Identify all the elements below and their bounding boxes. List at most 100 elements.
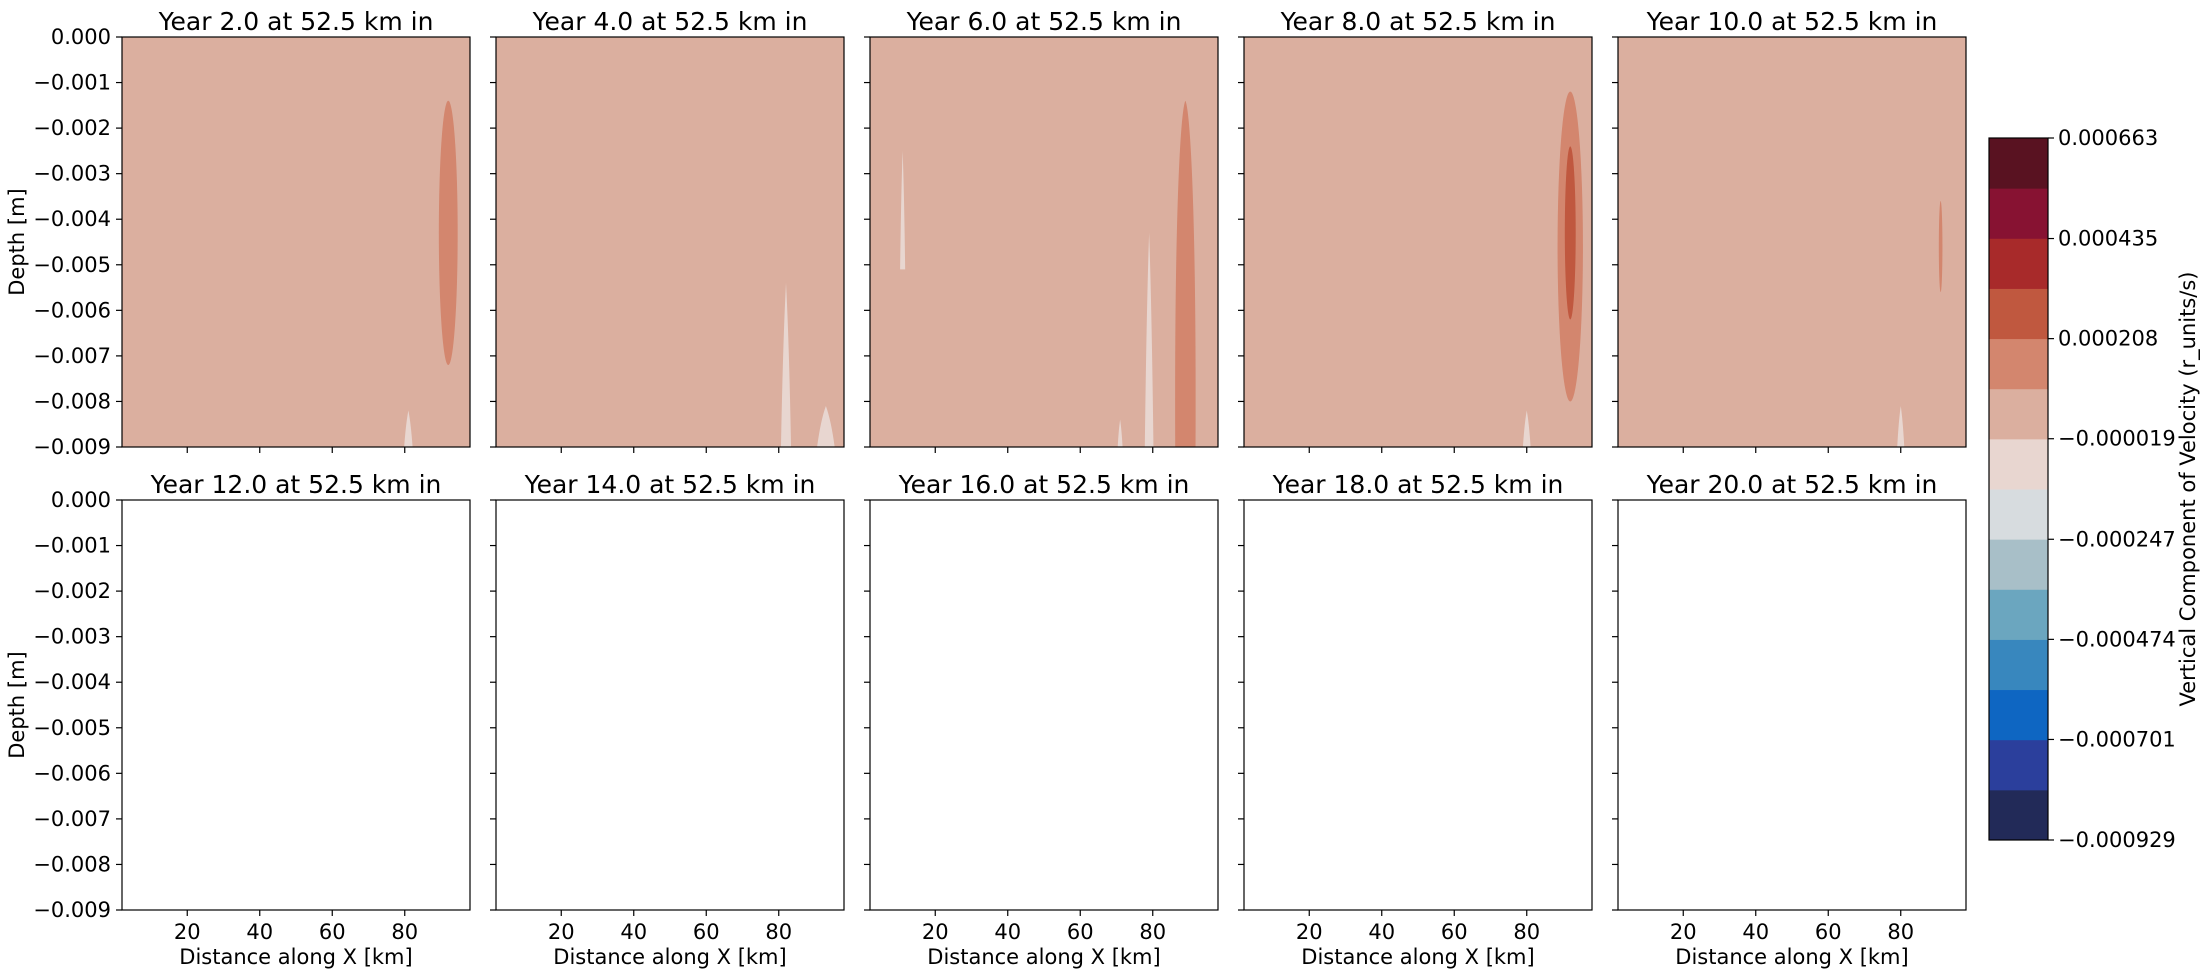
x-tick-label: 60 <box>1067 920 1094 944</box>
axes-frame <box>121 36 471 448</box>
x-tick-label: 40 <box>994 920 1021 944</box>
panel-title: Year 18.0 at 52.5 km in <box>1272 470 1564 499</box>
y-tick-label: −0.009 <box>33 435 111 459</box>
x-axis-label: Distance along X [km] <box>1301 945 1534 969</box>
x-tick-label: 40 <box>1368 920 1395 944</box>
x-axis-label: Distance along X [km] <box>553 945 786 969</box>
colorbar-tick-label: 0.000435 <box>2058 227 2158 251</box>
y-tick-label: −0.006 <box>33 761 111 785</box>
y-tick-label: −0.009 <box>33 898 111 922</box>
y-tick-label: −0.007 <box>33 807 111 831</box>
contour-region <box>900 150 906 270</box>
x-tick-label: 20 <box>1670 920 1697 944</box>
y-tick-label: −0.002 <box>33 579 111 603</box>
colorbar: 0.000663 0.000435 0.000208 −0.000019 −0.0002… <box>1988 126 2201 852</box>
contour-region <box>404 410 413 447</box>
contour-background <box>496 37 844 447</box>
axes-frame <box>1617 499 1967 911</box>
x-tick-label: 40 <box>1742 920 1769 944</box>
x-axis-label: Distance along X [km] <box>1675 945 1908 969</box>
axes-frame <box>1617 36 1967 448</box>
contour-region <box>1564 146 1576 320</box>
y-tick-label: −0.001 <box>33 534 111 558</box>
y-tick-label: −0.008 <box>33 389 111 413</box>
y-tick-label: −0.002 <box>33 116 111 140</box>
x-tick-label: 60 <box>1441 920 1468 944</box>
colorbar-segment <box>1989 539 2048 590</box>
x-axis-label: Distance along X [km] <box>179 945 412 969</box>
panel-title: Year 20.0 at 52.5 km in <box>1646 470 1938 499</box>
x-tick-label: 20 <box>174 920 201 944</box>
colorbar-segment <box>1989 489 2048 540</box>
contour-background <box>1618 37 1966 447</box>
panel-title: Year 10.0 at 52.5 km in <box>1646 7 1938 36</box>
y-tick-label: −0.005 <box>33 253 111 277</box>
colorbar-segment <box>1989 138 2048 189</box>
y-tick-label: −0.003 <box>33 162 111 186</box>
axes-frame <box>869 499 1219 911</box>
contour-fills <box>404 100 458 447</box>
contour-fills <box>1897 201 1943 447</box>
colorbar-segment <box>1989 639 2048 691</box>
contour-fills <box>1522 91 1583 447</box>
x-tick-label: 20 <box>548 920 575 944</box>
panel-title: Year 16.0 at 52.5 km in <box>898 470 1190 499</box>
x-tick-label: 40 <box>246 920 273 944</box>
x-tick-label: 80 <box>1139 920 1166 944</box>
contour-region <box>1175 100 1196 447</box>
contour-region <box>1897 406 1905 447</box>
x-tick-label: 60 <box>693 920 720 944</box>
axes-frame <box>1243 36 1593 448</box>
panel-title: Year 4.0 at 52.5 km in <box>532 7 808 36</box>
colorbar-segment <box>1989 188 2048 239</box>
panel-title: Year 12.0 at 52.5 km in <box>150 470 442 499</box>
y-tick-label: 0.000 <box>51 25 111 49</box>
panel-9: Year 18.0 at 52.5 km in 20 40 60 80Distance … <box>1238 470 1593 969</box>
colorbar-segment <box>1989 288 2048 340</box>
y-tick-label: −0.007 <box>33 344 111 368</box>
axes-frame <box>495 499 845 911</box>
axes-frame <box>1243 499 1593 911</box>
axes-frame <box>869 36 1219 448</box>
panel-3: Year 6.0 at 52.5 km in <box>864 7 1219 453</box>
x-tick-label: 20 <box>1296 920 1323 944</box>
x-tick-label: 20 <box>922 920 949 944</box>
panel-title: Year 8.0 at 52.5 km in <box>1280 7 1556 36</box>
panel-5: Year 10.0 at 52.5 km in <box>1612 7 1967 453</box>
colorbar-segment <box>1989 739 2048 791</box>
contour-background <box>870 37 1218 447</box>
contour-fills <box>780 283 835 447</box>
y-tick-label: −0.003 <box>33 625 111 649</box>
colorbar-tick-label: −0.000474 <box>2058 627 2176 651</box>
axes-frame <box>121 499 471 911</box>
panel-title: Year 2.0 at 52.5 km in <box>158 7 434 36</box>
colorbar-segment <box>1989 388 2048 440</box>
contour-region <box>1117 419 1123 447</box>
colorbar-segment <box>1989 438 2048 490</box>
contour-region <box>780 283 792 447</box>
colorbar-segment <box>1989 589 2048 640</box>
x-tick-label: 60 <box>319 920 346 944</box>
y-tick-label: −0.001 <box>33 71 111 95</box>
contour-background <box>122 37 470 447</box>
y-tick-label: −0.006 <box>33 298 111 322</box>
y-tick-label: −0.008 <box>33 852 111 876</box>
colorbar-label: Vertical Component of Velocity (r_units/… <box>2176 271 2201 706</box>
colorbar-tick-label: −0.000929 <box>2058 828 2176 852</box>
contour-region <box>817 406 835 447</box>
colorbar-tick-label: 0.000208 <box>2058 327 2158 351</box>
x-tick-label: 80 <box>1513 920 1540 944</box>
panel-title: Year 14.0 at 52.5 km in <box>524 470 816 499</box>
y-tick-label: −0.005 <box>33 716 111 740</box>
x-axis-label: Distance along X [km] <box>927 945 1160 969</box>
contour-region <box>1938 201 1943 293</box>
contour-region <box>1522 410 1531 447</box>
contour-background <box>1244 37 1592 447</box>
panel-8: Year 16.0 at 52.5 km in 20 40 60 80Distance … <box>864 470 1219 969</box>
x-tick-label: 80 <box>765 920 792 944</box>
x-tick-label: 40 <box>620 920 647 944</box>
y-tick-label: −0.004 <box>33 670 111 694</box>
colorbar-segment <box>1989 689 2048 741</box>
axes-frame <box>495 36 845 448</box>
colorbar-tick-label: −0.000701 <box>2058 727 2176 751</box>
